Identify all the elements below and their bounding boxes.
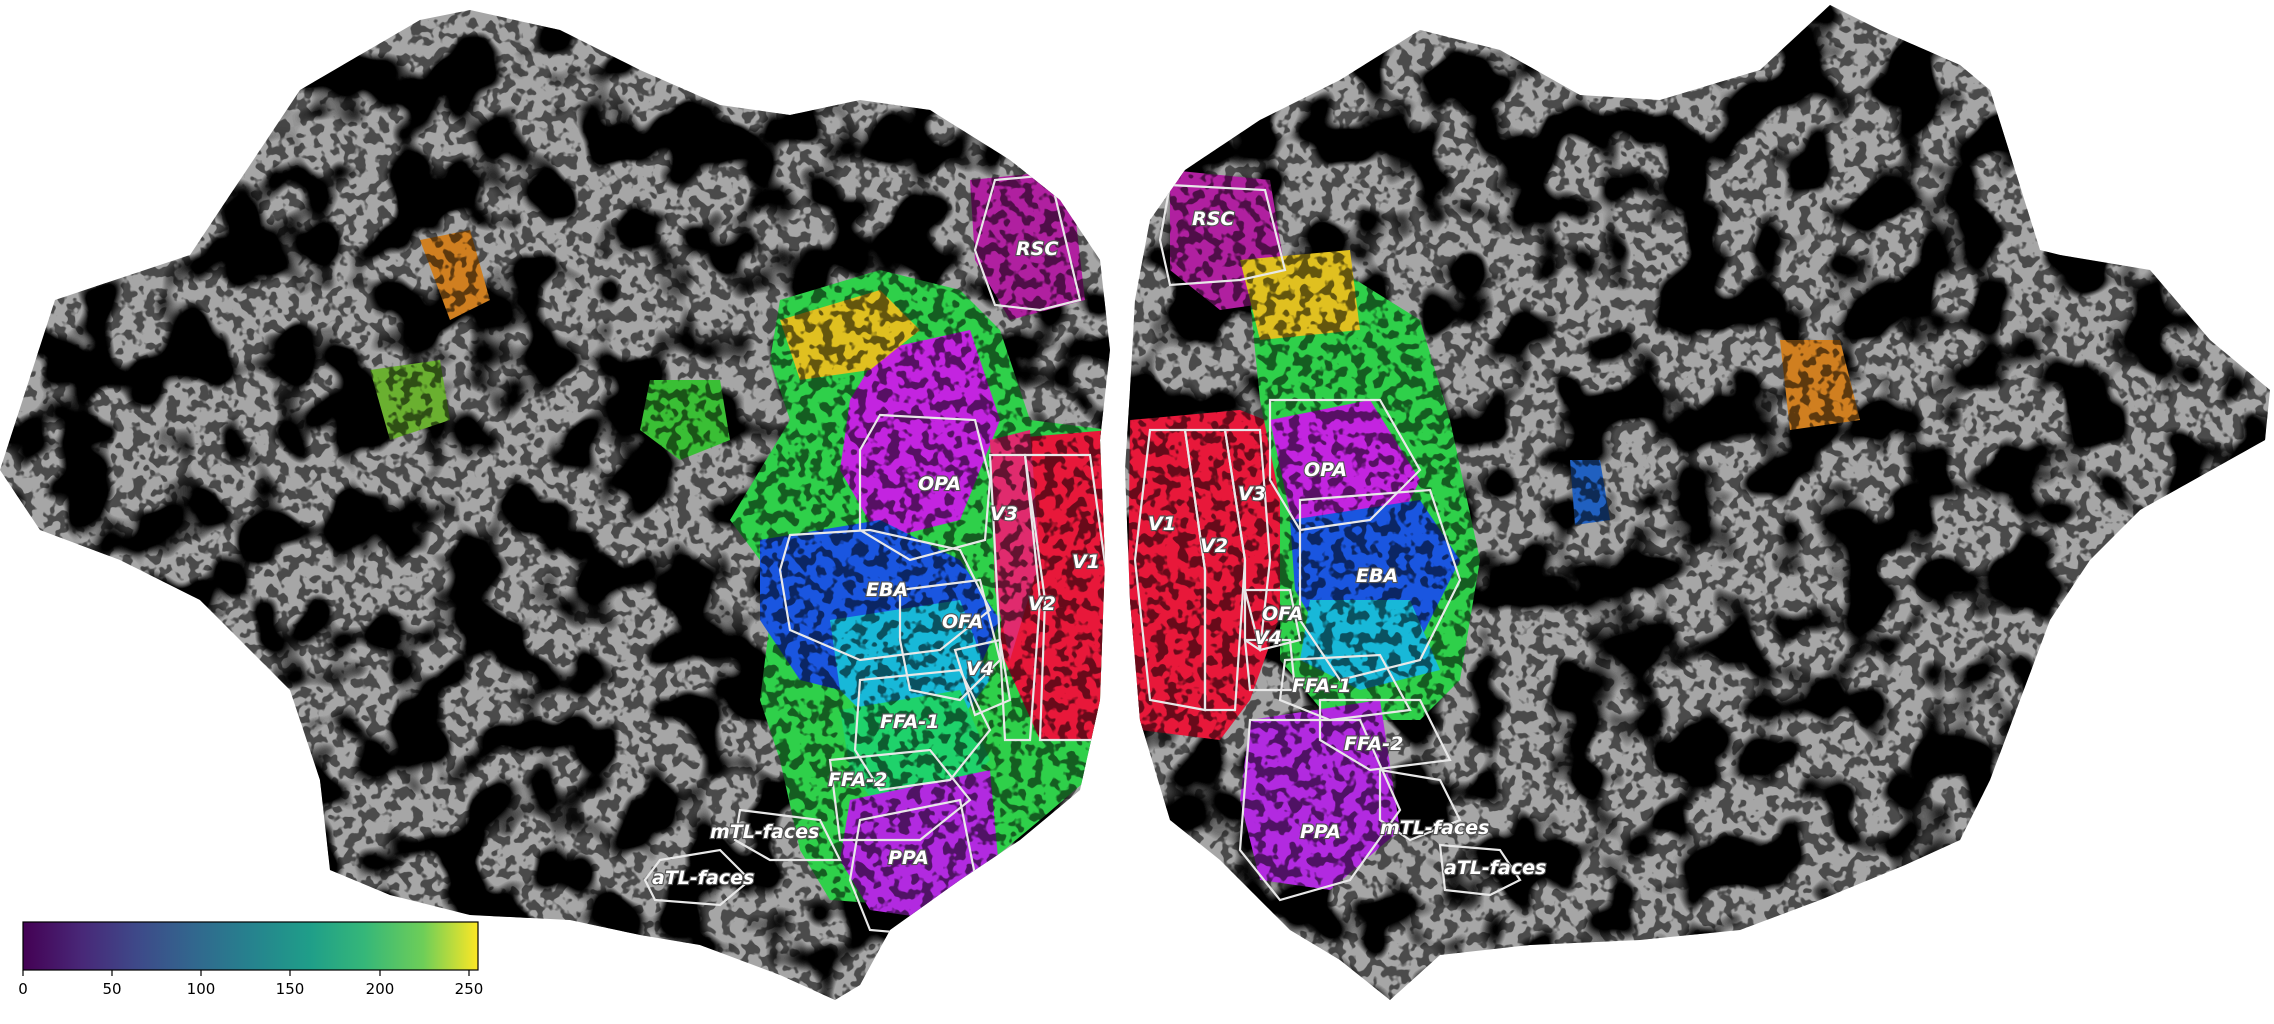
colorbar-tick-label: 100: [187, 980, 216, 998]
colorbar-tick-label: 50: [102, 980, 121, 998]
roi-label-left-v1: V1: [1072, 551, 1100, 573]
colorbar-tick-label: 200: [366, 980, 395, 998]
left-hemisphere-flatmap: [0, 10, 1110, 1000]
roi-label-right-mtl-faces: mTL-faces: [1380, 817, 1489, 839]
colorbar-gradient: [22, 921, 479, 971]
roi-label-right-v3: V3: [1238, 483, 1266, 505]
roi-label-right-rsc: RSC: [1192, 208, 1234, 230]
right-roi-labels: RSC OPA V3 V1 V2 EBA OFA V4 FFA-1 FFA-2 …: [1147, 207, 1548, 880]
roi-label-right-atl-faces: aTL-faces: [1444, 857, 1546, 879]
roi-label-right-v2: V2: [1200, 535, 1228, 557]
roi-label-left-v3: V3: [990, 503, 1018, 525]
colorbar-tick-label: 250: [455, 980, 484, 998]
roi-label-left-ppa: PPA: [888, 847, 929, 869]
right-hemisphere-flatmap: [1125, 5, 2270, 1000]
roi-label-left-v2: V2: [1028, 593, 1056, 615]
roi-label-left-ffa1: FFA-1: [880, 711, 939, 733]
left-roi-labels: RSC OPA V3 V1 EBA OFA V2 V4 FFA-1 FFA-2 …: [651, 237, 1101, 890]
roi-label-right-ffa1: FFA-1: [1292, 675, 1351, 697]
colorbar: 0 50 100 150 200 250: [18, 921, 484, 998]
colorbar-tick-label: 0: [18, 980, 28, 998]
left-activation-map: [0, 10, 1110, 1000]
roi-label-left-atl-faces: aTL-faces: [652, 867, 754, 889]
roi-label-right-ofa: OFA: [1262, 603, 1303, 625]
right-roi-outlines: [1133, 183, 1522, 902]
roi-label-left-rsc: RSC: [1016, 238, 1058, 260]
roi-label-left-ffa2: FFA-2: [828, 769, 887, 791]
roi-label-left-v4: V4: [966, 658, 994, 680]
roi-label-right-v4: V4: [1254, 627, 1282, 649]
roi-label-left-mtl-faces: mTL-faces: [710, 821, 819, 843]
roi-label-right-ppa: PPA: [1300, 821, 1341, 843]
roi-label-left-ofa: OFA: [942, 611, 983, 633]
colorbar-ticks: [22, 970, 470, 976]
roi-label-right-opa: OPA: [1304, 459, 1347, 481]
colorbar-tick-label: 150: [276, 980, 305, 998]
roi-label-left-opa: OPA: [918, 473, 961, 495]
roi-label-right-eba: EBA: [1356, 565, 1398, 587]
roi-label-right-ffa2: FFA-2: [1344, 733, 1403, 755]
roi-label-left-eba: EBA: [866, 579, 908, 601]
roi-label-right-v1: V1: [1148, 513, 1176, 535]
right-activation-map: [1125, 5, 2270, 1000]
